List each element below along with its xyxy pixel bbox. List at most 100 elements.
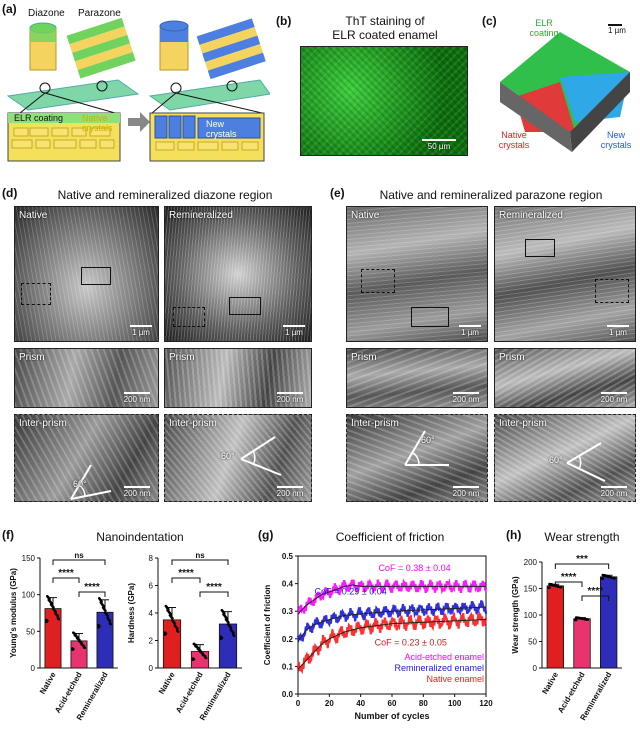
sem-e-remin-prism: Prism 200 nm	[494, 348, 636, 408]
y-tick-label: 0	[31, 664, 36, 673]
data-point	[74, 633, 77, 636]
bar-native	[546, 585, 564, 669]
significance-label: ****	[206, 582, 222, 593]
y-tick-label: 0.3	[282, 607, 294, 616]
schematic-diagram	[6, 18, 270, 162]
panel-e-title: Native and remineralized parazone region	[379, 188, 603, 202]
x-tick-label: 20	[325, 699, 334, 708]
y-tick-label: 4	[149, 609, 154, 618]
data-point	[197, 647, 201, 650]
data-point	[167, 607, 170, 611]
elr-coating-label: ELR coating	[14, 113, 64, 123]
data-point	[102, 605, 106, 608]
y-tick-label: 0	[149, 664, 154, 673]
data-point	[171, 617, 174, 620]
panel-g-title: Coefficient of friction	[335, 530, 445, 544]
panel-b-title-2: ELR coated enamel	[332, 28, 438, 42]
legend-entry: Remineralized enamel	[394, 663, 484, 673]
data-point	[223, 611, 226, 615]
significance-label: ***	[576, 554, 588, 565]
panel-a-label: (a)	[2, 2, 17, 16]
native-label-c: Native crystals	[498, 130, 530, 150]
data-point	[100, 600, 103, 603]
data-point	[164, 632, 168, 636]
afm-3d-image	[500, 32, 630, 152]
data-point	[54, 610, 57, 614]
significance-label: ****	[588, 586, 604, 597]
data-point	[169, 612, 173, 616]
data-point	[176, 627, 179, 630]
data-point	[574, 618, 578, 622]
data-point	[80, 641, 83, 645]
significance-bracket	[171, 577, 201, 583]
data-point	[48, 597, 51, 601]
data-point	[612, 576, 616, 580]
data-point	[195, 644, 198, 647]
data-point	[577, 616, 580, 620]
y-tick-label: 0.0	[282, 690, 294, 699]
scale-bar-b: 50 µm	[421, 139, 457, 151]
data-point	[106, 614, 109, 618]
series-band-1	[296, 600, 488, 643]
y-tick-label: 0	[533, 664, 538, 673]
y-tick-label: 0.4	[282, 580, 294, 589]
x-tick-label: Native	[157, 670, 177, 696]
data-point	[78, 638, 81, 642]
sem-e-remin-interprism: Inter-prism 60° 200 nm	[494, 414, 636, 502]
legend-entry: Native enamel	[426, 674, 484, 684]
elr-label-c: ELR coating	[529, 18, 559, 38]
panel-d-label: (d)	[2, 186, 18, 200]
x-tick-label: 100	[448, 699, 462, 708]
data-point	[57, 617, 60, 621]
x-tick-label: Remineralized	[198, 670, 233, 722]
wear-strength-chart: 0 50 100 150 200 Wear strength (GPa) NativeAci…	[511, 554, 622, 722]
data-point	[46, 619, 49, 623]
data-point	[552, 583, 556, 587]
y-tick-label: 50	[26, 627, 35, 636]
data-point	[559, 585, 562, 589]
data-point	[50, 602, 54, 605]
data-point	[610, 576, 613, 579]
sem-d-remin-prism: Prism 200 nm	[164, 348, 312, 408]
panel-c-label: (c)	[482, 14, 497, 28]
data-point	[556, 585, 560, 588]
x-tick-label: Acid-etched	[174, 670, 205, 714]
significance-bracket	[554, 581, 583, 587]
data-point	[548, 586, 551, 589]
panel-f-title: Nanoindentation	[96, 530, 184, 544]
data-point	[225, 617, 229, 620]
data-point	[56, 615, 60, 618]
data-point	[220, 636, 224, 640]
x-tick-label: 80	[419, 699, 428, 708]
significance-label: ****	[561, 572, 577, 583]
bar-native	[162, 619, 182, 669]
sem-d-native: Native 1 µm	[14, 206, 159, 342]
x-tick-label: 60	[388, 699, 397, 708]
significance-bracket	[78, 591, 106, 597]
significance-label: ****	[58, 568, 74, 579]
y-tick-label: 150	[22, 554, 36, 563]
x-tick-label: 120	[479, 699, 493, 708]
bar-acid-etched	[70, 640, 88, 669]
sem-d-native-prism: Prism 200 nm	[14, 348, 159, 408]
sem-d-remin-interprism: Inter-prism 60° 200 nm	[164, 414, 312, 502]
significance-label: ns	[195, 551, 205, 560]
series-band-0	[297, 577, 488, 615]
data-point	[227, 621, 230, 624]
y-tick-label: 200	[524, 558, 538, 567]
data-point	[82, 644, 86, 648]
sem-e-native: Native 1 µm	[346, 206, 488, 342]
data-point	[201, 652, 205, 655]
significance-bracket	[581, 595, 610, 601]
cof-annotation: CoF = 0.23 ± 0.05	[375, 638, 447, 648]
x-axis-label: Number of cycles	[354, 711, 429, 721]
data-point	[204, 655, 207, 658]
y-tick-label: 0.1	[282, 662, 294, 671]
data-point	[232, 634, 236, 638]
data-point	[199, 649, 202, 652]
data-point	[52, 605, 55, 609]
y-tick-label: 8	[149, 554, 154, 563]
y-tick-label: 50	[528, 638, 537, 647]
data-point	[104, 609, 107, 613]
